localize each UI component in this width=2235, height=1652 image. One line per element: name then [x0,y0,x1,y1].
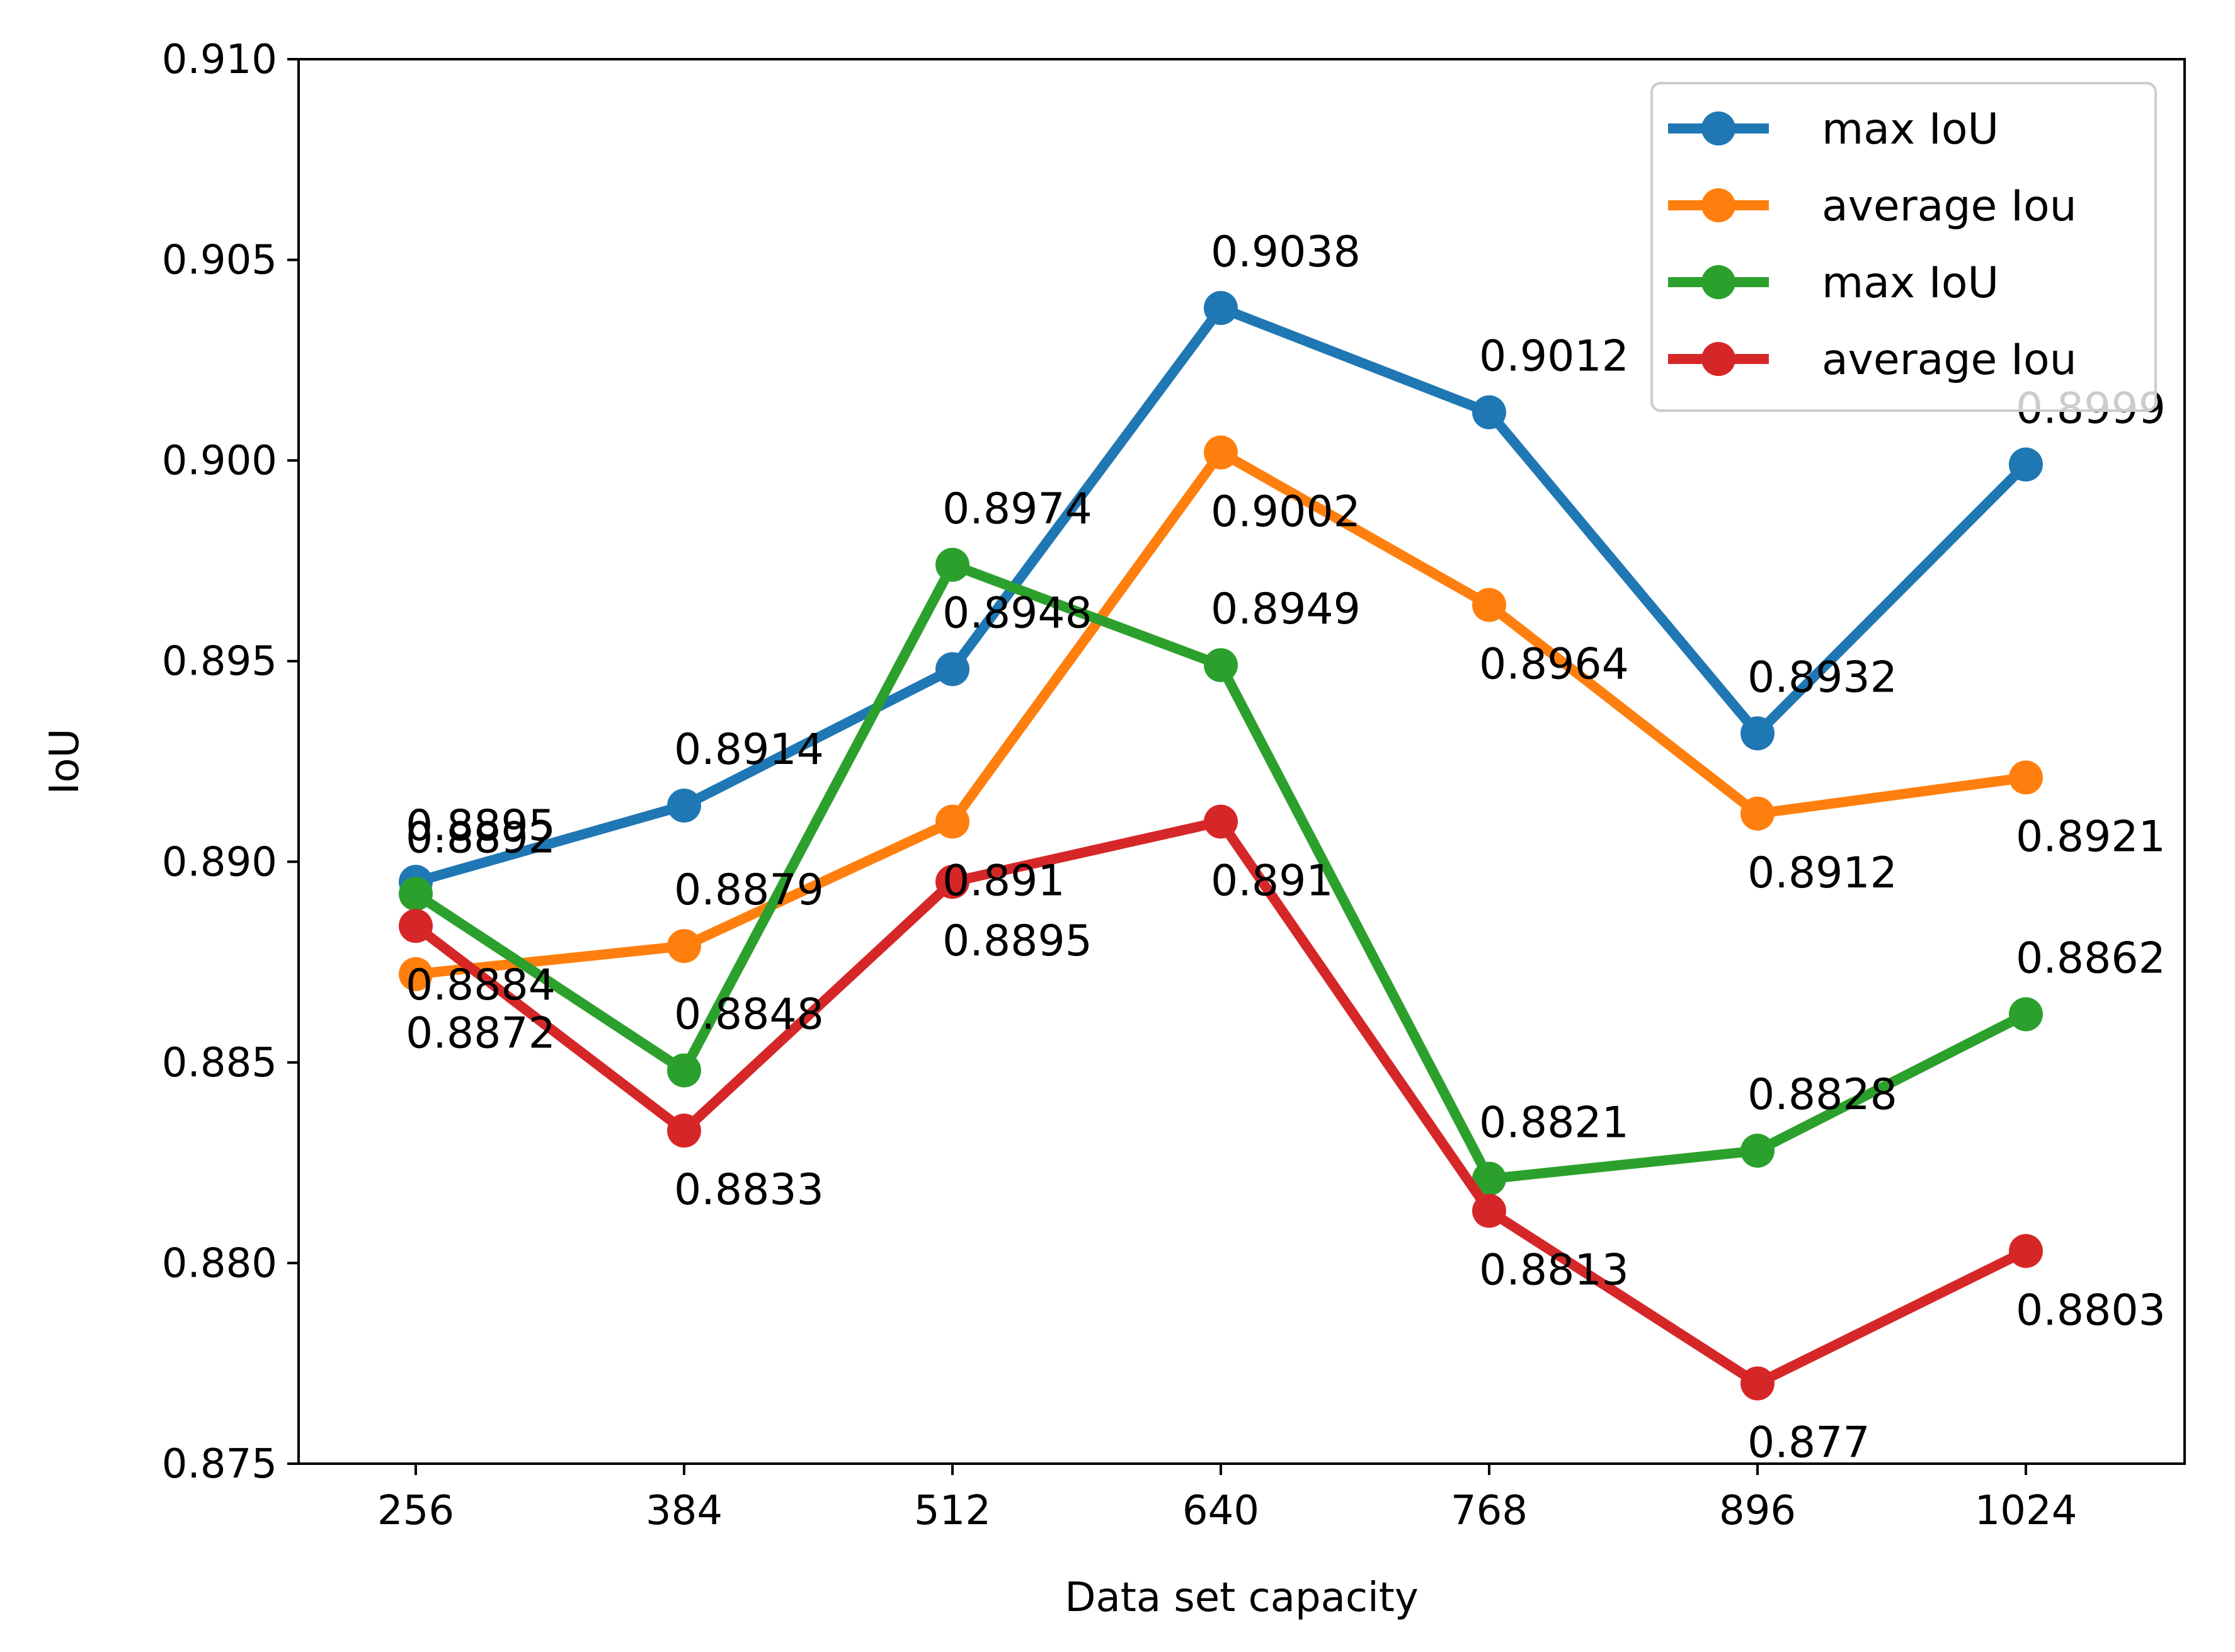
series-4-data-label-1024: 0.8803 [2016,1285,2166,1335]
y-tick-label-0.890: 0.890 [162,839,277,886]
series-2-data-label-640: 0.9002 [1211,487,1361,537]
y-tick-label-0.875: 0.875 [162,1441,277,1488]
series-3-data-label-256: 0.8892 [406,813,556,863]
series-3-point-512 [935,547,969,582]
y-tick-label-0.900: 0.900 [162,438,277,484]
x-tick-label-384: 384 [646,1488,723,1534]
series-1 [399,291,2043,899]
series-4-data-label-512: 0.8895 [942,916,1092,966]
series-2 [399,435,2043,991]
series-1-data-label-640: 0.9038 [1211,227,1361,277]
legend-swatch-marker-3 [1701,265,1735,299]
series-3-point-1024 [2009,997,2043,1032]
series-3-point-896 [1741,1134,1775,1168]
series-4-data-label-384: 0.8833 [674,1165,824,1215]
series-4-data-label-640: 0.891 [1211,857,1334,906]
legend-entry-1: max IoU [1668,105,1999,154]
series-1-point-768 [1472,395,1506,430]
x-tick-label-640: 640 [1182,1488,1259,1534]
series-4-point-512 [935,865,969,899]
series-1-data-label-256: 0.8895 [406,801,556,851]
x-tick-label-1024: 1024 [1975,1488,2078,1534]
series-1-data-label-896: 0.8932 [1747,652,1897,702]
x-tick-label-896: 896 [1719,1488,1796,1534]
series-4 [399,804,2043,1401]
series-1-data-label-384: 0.8914 [674,725,824,775]
series-2-point-768 [1472,588,1506,622]
series-2-data-label-1024: 0.8921 [2016,812,2166,862]
series-3-data-label-1024: 0.8862 [2016,933,2166,983]
series-2-data-label-256: 0.8872 [406,1009,556,1059]
y-tick-label-0.895: 0.895 [162,639,277,685]
legend: max IoU average Iou max IoU average Iou [1650,82,2157,412]
series-2-data-label-768: 0.8964 [1479,640,1629,690]
series-4-point-640 [1204,804,1238,839]
legend-label-4: average Iou [1822,335,2077,385]
legend-entry-2: average Iou [1668,181,2077,231]
series-4-point-1024 [2009,1234,2043,1268]
series-4-point-896 [1741,1366,1775,1401]
x-axis-title: Data set capacity [1065,1575,1419,1621]
series-3-data-label-896: 0.8828 [1747,1070,1897,1120]
series-1-point-896 [1741,716,1775,751]
series-2-point-256 [399,957,433,991]
legend-label-1: max IoU [1822,105,1999,154]
series-2-point-512 [935,804,969,839]
series-2-data-label-384: 0.8879 [674,865,824,915]
axis-layer: 256 384 512 640 768 896 1024 0.875 0.880 0.885 0.8… [162,37,2078,1534]
series-3-point-256 [399,877,433,911]
series-1-data-label-512: 0.8948 [942,588,1092,638]
series-3-point-640 [1204,648,1238,683]
series-4-point-384 [667,1114,701,1148]
y-tick-label-0.910: 0.910 [162,37,277,83]
series-1-point-1024 [2009,447,2043,482]
legend-label-3: max IoU [1822,258,1999,308]
series-2-point-384 [667,929,701,964]
series-2-point-640 [1204,435,1238,470]
series-3-data-label-640: 0.8949 [1211,584,1361,634]
y-tick-label-0.905: 0.905 [162,237,277,284]
series-4-point-768 [1472,1193,1506,1228]
x-tick-label-256: 256 [377,1488,454,1534]
series-4-data-label-768: 0.8813 [1479,1246,1629,1296]
series-3 [399,547,2043,1196]
series-3-data-label-768: 0.8821 [1479,1098,1629,1148]
legend-entry-3: max IoU [1668,258,1999,308]
series-3-data-label-384: 0.8848 [674,990,824,1040]
y-tick-label-0.880: 0.880 [162,1240,277,1287]
legend-swatch-marker-1 [1701,111,1735,145]
series-2-point-896 [1741,796,1775,831]
series-3-point-768 [1472,1161,1506,1196]
series-layer [399,291,2043,1401]
series-3-point-384 [667,1053,701,1088]
x-tick-label-768: 768 [1451,1488,1528,1534]
series-2-point-1024 [2009,760,2043,795]
legend-frame [1650,82,2157,412]
series-4-point-256 [399,909,433,943]
series-3-data-label-512: 0.8974 [942,484,1092,534]
legend-label-2: average Iou [1822,181,2077,231]
series-2-data-label-512: 0.891 [942,857,1065,906]
series-1-point-384 [667,789,701,823]
series-1-point-512 [935,652,969,686]
series-4-data-label-896: 0.877 [1747,1418,1870,1468]
series-1-point-640 [1204,291,1238,326]
y-tick-label-0.885: 0.885 [162,1040,277,1086]
series-2-data-label-896: 0.8912 [1747,848,1897,898]
x-tick-label-512: 512 [914,1488,991,1534]
series-1-data-label-768: 0.9012 [1479,332,1629,382]
legend-entry-4: average Iou [1668,335,2077,385]
y-axis-title: IoU [42,729,88,795]
plot-area-frame [297,58,2186,1465]
series-4-data-label-256: 0.8884 [406,960,556,1010]
data-label-layer: 0.8895 0.8914 0.8948 0.9038 0.9012 0.8932 0.89… [406,227,2166,1468]
legend-swatch-marker-4 [1701,342,1735,376]
legend-items: max IoU average Iou max IoU average Iou [1668,105,2077,385]
legend-swatch-marker-2 [1701,188,1735,222]
